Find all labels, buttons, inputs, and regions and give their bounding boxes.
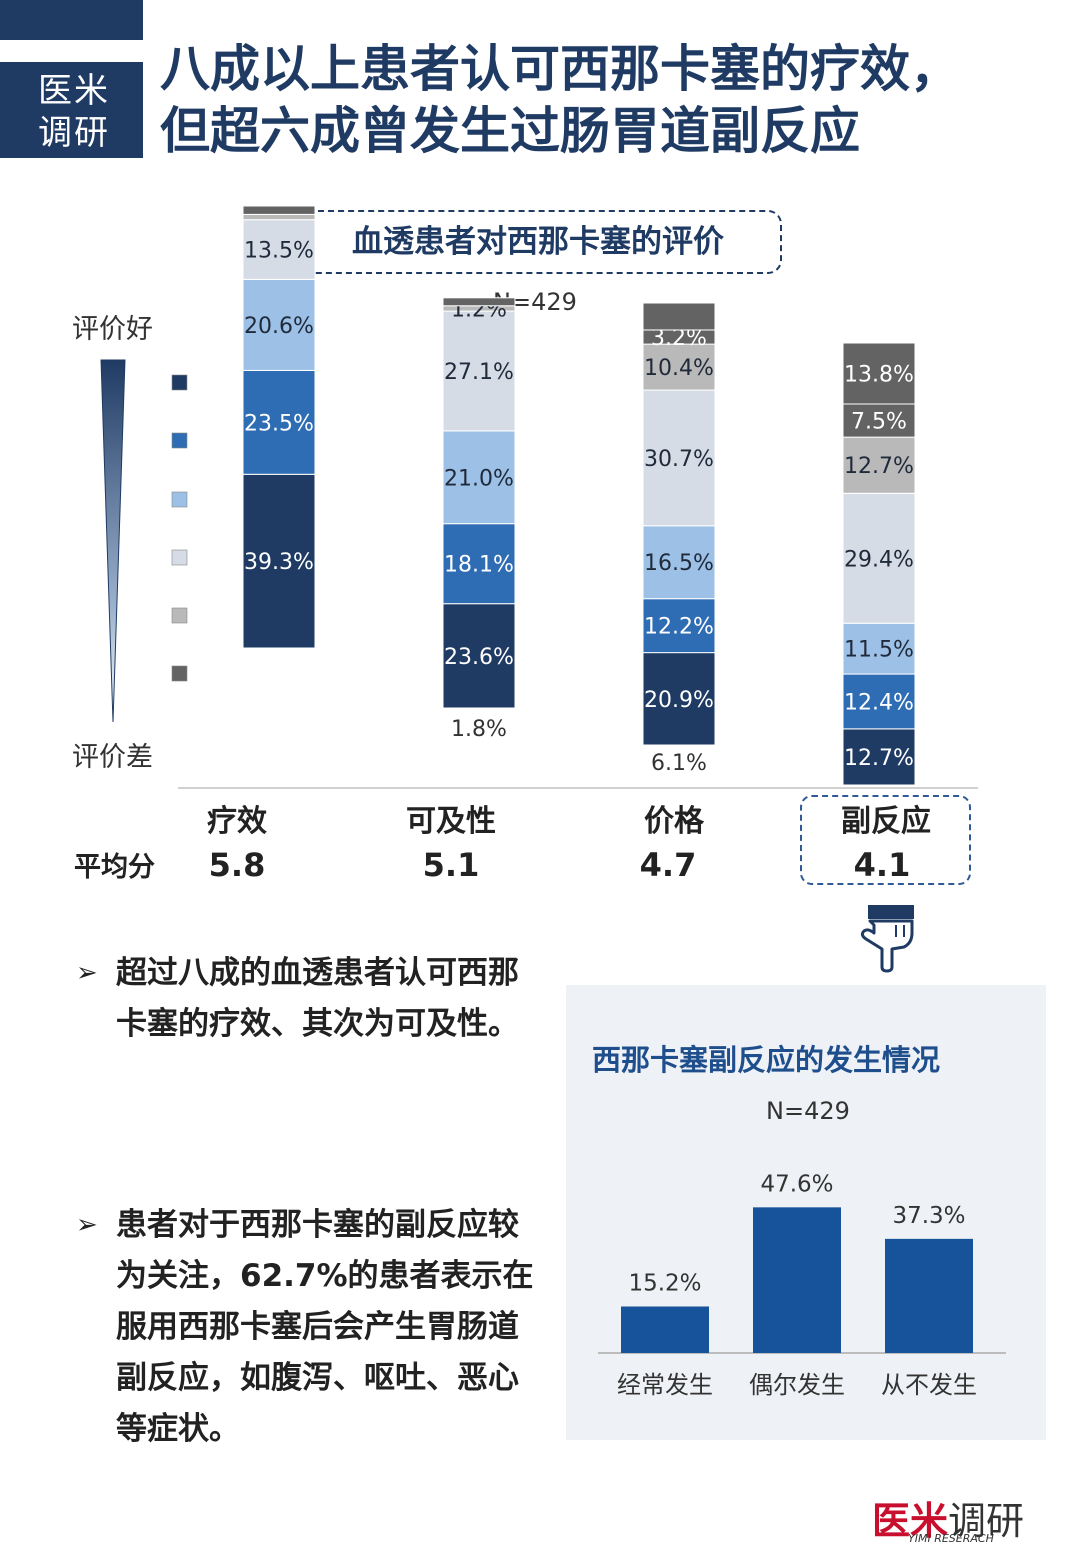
panel-title: 西那卡塞副反应的发生情况: [592, 1043, 941, 1077]
bar-segment: [842, 728, 916, 786]
panel-n-label: N=429: [766, 1097, 850, 1125]
data-label: 13.8%: [844, 362, 914, 387]
data-label: 12.2%: [644, 615, 714, 640]
side-effect-panel: 西那卡塞副反应的发生情况 N=429 15.2% 经常发生 47.6% 偶尔发生 37.…: [566, 985, 1046, 1440]
panel-category-label: 从不发生: [881, 1371, 977, 1399]
category-label-side-effect: 副反应: [841, 804, 931, 839]
bar-segment: [842, 342, 916, 405]
brand-line-2: 调研: [38, 113, 110, 153]
scale-top-label: 评价好: [72, 314, 153, 345]
panel-data-label: 37.3%: [892, 1203, 965, 1229]
average-score-label: 平均分: [74, 852, 155, 883]
bar-segment: [242, 369, 316, 475]
data-label: 29.4%: [844, 547, 914, 572]
yimi-logo-subtitle: YIMI RESERACH: [908, 1532, 994, 1545]
data-label: 16.5%: [644, 551, 714, 576]
bar-segment: [242, 213, 316, 221]
average-score-price: 4.7: [639, 846, 697, 884]
data-label: 6.1%: [651, 751, 707, 776]
category-label-efficacy: 疗效: [207, 804, 267, 839]
data-label: 39.3%: [244, 550, 314, 575]
bar-segment: [242, 278, 316, 371]
data-label: 13.5%: [244, 239, 314, 264]
panel-bar: [885, 1238, 973, 1353]
stacked-bars: 39.3% 23.5% 20.6% 13.5% 23.6% 18.1% 21.0% 27.1%…: [242, 205, 916, 786]
panel-data-label: 15.2%: [628, 1270, 701, 1296]
data-label: 10.4%: [644, 356, 714, 381]
bullet-arrow-icon: ➢: [76, 1210, 98, 1240]
average-score-accessibility: 5.1: [422, 846, 480, 884]
bar-segment: [842, 673, 916, 730]
data-label: 1.8%: [451, 717, 507, 742]
legend-swatch: [171, 549, 188, 566]
side-effect-bar-chart: 15.2% 经常发生 47.6% 偶尔发生 37.3% 从不发生: [598, 1171, 1006, 1399]
data-label: 12.7%: [844, 454, 914, 479]
rating-stacked-bar-chart: 39.3% 23.5% 20.6% 13.5% 23.6% 18.1% 21.0% 27.1%…: [100, 205, 978, 789]
legend-swatches: [171, 374, 188, 682]
data-label: 23.5%: [244, 411, 314, 436]
bullet-2-text: 患者对于西那卡塞的副反应较为关注，62.7%的患者表示在服用西那卡塞后会产生胃肠…: [116, 1207, 534, 1447]
data-label: 11.5%: [844, 638, 914, 663]
headline-line-2: 但超六成曾发生过肠胃道副反应: [160, 102, 860, 160]
pointing-hand-icon: [860, 905, 914, 973]
legend-swatch: [171, 432, 188, 449]
data-label: 23.6%: [444, 645, 514, 670]
panel-category-label: 经常发生: [617, 1371, 713, 1399]
brand-box: 医米 调研: [0, 62, 143, 158]
bar-segment: [242, 205, 316, 215]
bullet-2: ➢ 患者对于西那卡塞的副反应较为关注，62.7%的患者表示在服用西那卡塞后会产生…: [76, 1200, 546, 1455]
panel-bar: [621, 1306, 709, 1353]
bullet-1-text: 超过八成的血透患者认可西那卡塞的疗效、其次为可及性。: [116, 955, 519, 1042]
average-score-efficacy: 5.8: [208, 846, 266, 884]
scale-gradient-arrow: [100, 359, 126, 723]
bullet-1: ➢ 超过八成的血透患者认可西那卡塞的疗效、其次为可及性。: [76, 948, 546, 1050]
bar-segment: [442, 430, 516, 525]
data-label: 18.1%: [444, 553, 514, 578]
legend-swatch: [171, 607, 188, 624]
bar-segment: [842, 492, 916, 624]
legend-swatch: [171, 491, 188, 508]
bar-segment: [642, 525, 716, 600]
panel-data-label: 47.6%: [760, 1171, 833, 1197]
data-label: 30.7%: [644, 447, 714, 472]
page-headline: 八成以上患者认可西那卡塞的疗效， 但超六成曾发生过肠胃道副反应: [160, 38, 1060, 162]
data-label: 12.7%: [844, 746, 914, 771]
data-label: 27.1%: [444, 360, 514, 385]
bar-segment: [442, 297, 516, 307]
bullet-arrow-icon: ➢: [76, 958, 98, 988]
bar-segment: [642, 302, 716, 331]
top-accent-bar: [0, 0, 143, 40]
panel-category-label: 偶尔发生: [749, 1371, 845, 1399]
brand-line-1: 医米: [38, 71, 110, 111]
panel-bar: [753, 1207, 841, 1353]
data-label: 20.6%: [244, 314, 314, 339]
data-label: 7.5%: [851, 410, 907, 435]
scale-bottom-label: 评价差: [72, 742, 153, 773]
bar-segment: [842, 403, 916, 438]
side-effect-highlight-box: [800, 795, 971, 885]
data-label: 21.0%: [444, 466, 514, 491]
legend-swatch: [171, 374, 188, 391]
bar-segment: [242, 473, 316, 649]
legend-swatch: [171, 665, 188, 682]
chart1-title: 血透患者对西那卡塞的评价: [294, 210, 782, 274]
bar-segment: [442, 603, 516, 709]
bar-segment: [242, 219, 316, 280]
category-label-price: 价格: [644, 804, 704, 839]
bar-segment: [442, 310, 516, 432]
data-label: 20.9%: [644, 688, 714, 713]
average-score-side-effect: 4.1: [853, 846, 911, 884]
data-label: 12.4%: [844, 690, 914, 715]
bar-segment: [442, 523, 516, 605]
bar-segment: [642, 598, 716, 654]
yimi-logo: 医米调研: [872, 1498, 1025, 1543]
category-label-accessibility: 可及性: [406, 804, 496, 839]
headline-line-1: 八成以上患者认可西那卡塞的疗效，: [160, 40, 960, 98]
